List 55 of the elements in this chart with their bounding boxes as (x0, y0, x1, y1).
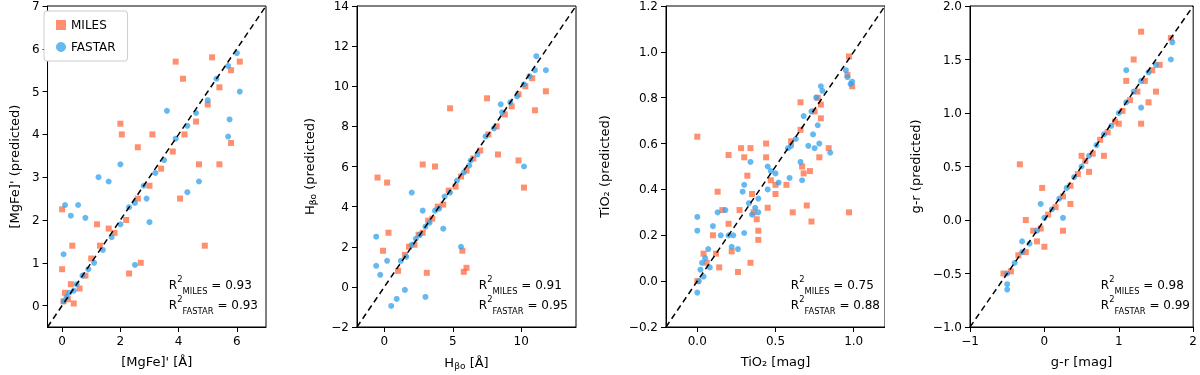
y-tick-label: 0.8 (638, 90, 658, 105)
y-tick-label: 1.2 (638, 0, 658, 13)
y-tick-label: −2 (331, 320, 349, 334)
x-tick-label: 10 (513, 334, 529, 348)
x-tick-label: 1.0 (844, 334, 864, 348)
x-axis-title: TiO₂ [mag] (739, 354, 811, 369)
y-axis-title: Hβo (predicted) (302, 117, 318, 216)
x-tick-label: 1 (1114, 334, 1123, 348)
y-tick-label: 1.5 (942, 52, 962, 67)
legend-label: FASTAR (71, 40, 116, 54)
y-tick-label: 0.0 (638, 274, 658, 289)
y-tick-label: −0.5 (932, 266, 962, 281)
y-tick-label: 1.0 (942, 106, 962, 120)
x-tick-label: 0.5 (765, 334, 786, 348)
y-tick-label: −1.0 (932, 320, 962, 334)
x-tick-label: 2 (116, 334, 125, 348)
y-tick-label: 0.4 (638, 182, 658, 197)
y-tick-label: −0.2 (628, 320, 658, 334)
y-tick-label: 4 (341, 199, 349, 214)
x-tick-label: 0 (380, 334, 389, 348)
y-tick-label: 4 (31, 127, 40, 142)
y-tick-label: 0.5 (942, 159, 962, 174)
x-tick-label: 4 (174, 334, 183, 348)
y-tick-label: 2 (341, 239, 349, 254)
y-axis-title: [MgFe]' (predicted) (7, 104, 22, 229)
x-tick-label: 6 (233, 334, 241, 348)
y-tick-label: 6 (31, 41, 40, 56)
x-tick-label: 0 (58, 334, 66, 348)
x-axis-title: [MgFe]' [Å] (121, 354, 193, 369)
y-tick-label: 10 (333, 79, 349, 94)
x-tick-label: −1 (961, 334, 979, 348)
y-tick-label: 0 (31, 298, 40, 313)
y-axis-title: TiO₂ (predicted) (597, 115, 612, 219)
y-tick-label: 0.0 (942, 213, 962, 227)
legend-label: MILES (71, 18, 107, 32)
y-tick-label: 0.2 (638, 228, 658, 243)
y-tick-label: 1 (31, 255, 40, 270)
y-tick-label: 0 (341, 279, 349, 294)
y-tick-label: 3 (31, 170, 40, 185)
y-tick-label: 2 (31, 213, 40, 227)
x-tick-label: 0.0 (687, 334, 707, 348)
y-tick-label: 2.0 (942, 0, 962, 13)
y-tick-label: 1.0 (638, 44, 658, 59)
y-tick-label: 0.6 (638, 136, 658, 151)
y-tick-label: 12 (333, 39, 349, 54)
x-tick-label: 2 (1189, 334, 1197, 348)
y-tick-label: 8 (341, 119, 349, 134)
y-tick-label: 5 (31, 84, 40, 99)
y-tick-label: 7 (31, 0, 40, 13)
x-axis-title: g-r [mag] (1050, 354, 1113, 369)
y-tick-label: 6 (341, 159, 349, 174)
x-tick-label: 5 (448, 334, 457, 348)
x-tick-label: 0 (1040, 334, 1049, 348)
y-tick-label: 14 (333, 0, 349, 13)
y-axis-title: g-r (predicted) (907, 119, 923, 214)
